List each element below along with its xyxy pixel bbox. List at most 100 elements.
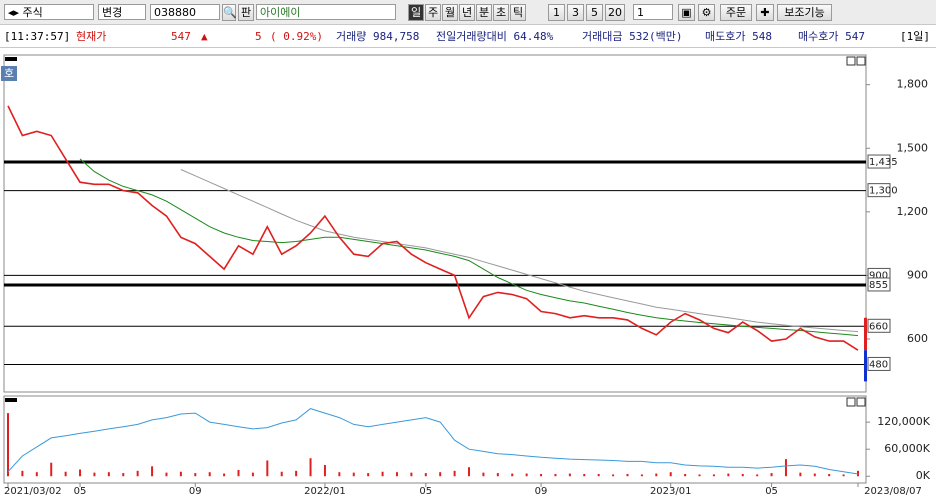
down-bar [864,350,867,382]
period-button[interactable]: 초 [493,4,509,21]
panel-button[interactable] [846,56,856,66]
badge-box [1,66,17,81]
price-label: 현재가 [76,30,107,43]
price-panel [3,54,867,393]
volume-bar [511,473,514,477]
volume-bar [741,473,744,477]
level-label: 660 [869,321,888,332]
volume-bar [295,470,298,477]
aux: 보조기능 [784,6,825,19]
x-tick-label: 2023/01 [650,486,692,497]
save-button[interactable]: ▣ [678,4,695,21]
volume-bar [79,469,82,477]
volume-bar [309,458,312,477]
period-button[interactable]: 월 [442,4,458,21]
x-tick-label: 05 [74,486,87,497]
y-tick-label: 1,500 [897,141,929,154]
period-button[interactable]: 주 [425,4,441,21]
order-button[interactable]: 주문 [720,4,752,21]
volume-bar [756,474,759,477]
pan-button[interactable]: 판 [238,4,254,21]
series-line [7,105,859,351]
volume-bar [194,473,197,477]
volume-bar [568,473,571,477]
x-tick-label: 2021/03/02 [4,486,62,497]
volume-bar [799,472,802,477]
y-tick-label: 1,200 [897,205,929,218]
panel-icon [5,398,17,402]
market: 주식 [22,6,43,19]
count-input[interactable]: 1 [633,4,673,20]
volume-bar [813,473,816,477]
volume-bar [395,472,398,477]
level-label: 900 [869,270,888,281]
panel-button[interactable] [856,56,866,66]
volume-bar [669,472,672,477]
level-box [867,183,891,198]
count: 1 [637,6,644,19]
period-button[interactable]: 년 [459,4,475,21]
period-button[interactable]: 일 [408,4,424,21]
number-button[interactable]: 5 [586,4,603,21]
volume-bar [612,474,615,477]
prev-ratio: 전일거래량대비 64.48% [436,30,554,43]
toolbar: ◂▸ 주식 변경 038880 🔍 판 아이에이 1 ▣ ⚙ 주문 ✚ 보조기능… [0,0,936,25]
volume-bar [655,473,658,477]
change: 변경 [102,6,123,19]
volume-bar [424,473,427,477]
code-input[interactable]: 038880 [150,4,220,20]
series-line [180,169,859,333]
volume-bar [482,472,485,477]
volume-bar [381,471,384,477]
number-button[interactable]: 1 [548,4,565,21]
x-tick-label: 2023/08/07 [864,486,922,497]
volume-bar [280,471,283,477]
series-line [7,408,859,475]
volume: 거래량 984,758 [336,30,420,43]
volume-bar [727,473,730,477]
volume-bar [712,474,715,477]
code: 038880 [154,6,196,19]
aux-button[interactable]: 보조기능 [777,4,832,21]
settings-button[interactable]: ⚙ [698,4,715,21]
volume-bar [770,473,773,477]
panel-icon [5,57,17,61]
y-tick-label: 600 [907,332,928,345]
volume-bar [223,473,226,477]
number-button[interactable]: 20 [605,4,625,21]
market-select[interactable]: ◂▸ 주식 [4,4,94,20]
volume-bar [165,472,168,477]
ask: 매도호가 548 [705,30,772,43]
volume-bar [352,472,355,477]
x-tick-label: 05 [765,486,778,497]
volume-bar [640,474,643,477]
volume-bar [338,472,341,477]
volume-bar [208,472,211,477]
y-tick-label: 0K [916,469,931,482]
y-tick-label: 120,000K [877,415,930,428]
volume-bar [21,470,24,477]
volume-bar [842,474,845,477]
volume-bar [784,459,787,477]
x-tick-label: 09 [189,486,202,497]
number-button[interactable]: 3 [567,4,584,21]
level-label: 1,435 [869,157,898,168]
volume-bar [828,473,831,477]
change-select[interactable]: 변경 [98,4,146,20]
volume-bar [453,470,456,477]
panel-button[interactable] [856,397,866,407]
time: [11:37:57] [4,30,71,43]
x-tick-label: 2022/01 [304,486,346,497]
level-label: 855 [869,280,888,291]
search-button[interactable]: 🔍 [222,4,237,21]
period: [1일] [900,30,930,43]
volume-bar [179,471,182,477]
period-button[interactable]: 분 [476,4,492,21]
x-tick-label: 05 [419,486,432,497]
level-label: 480 [869,359,888,370]
volume-bar [122,473,125,477]
plus-button[interactable]: ✚ [756,4,774,21]
panel-button[interactable] [846,397,856,407]
period-button[interactable]: 틱 [510,4,526,21]
volume-bar [583,473,586,477]
